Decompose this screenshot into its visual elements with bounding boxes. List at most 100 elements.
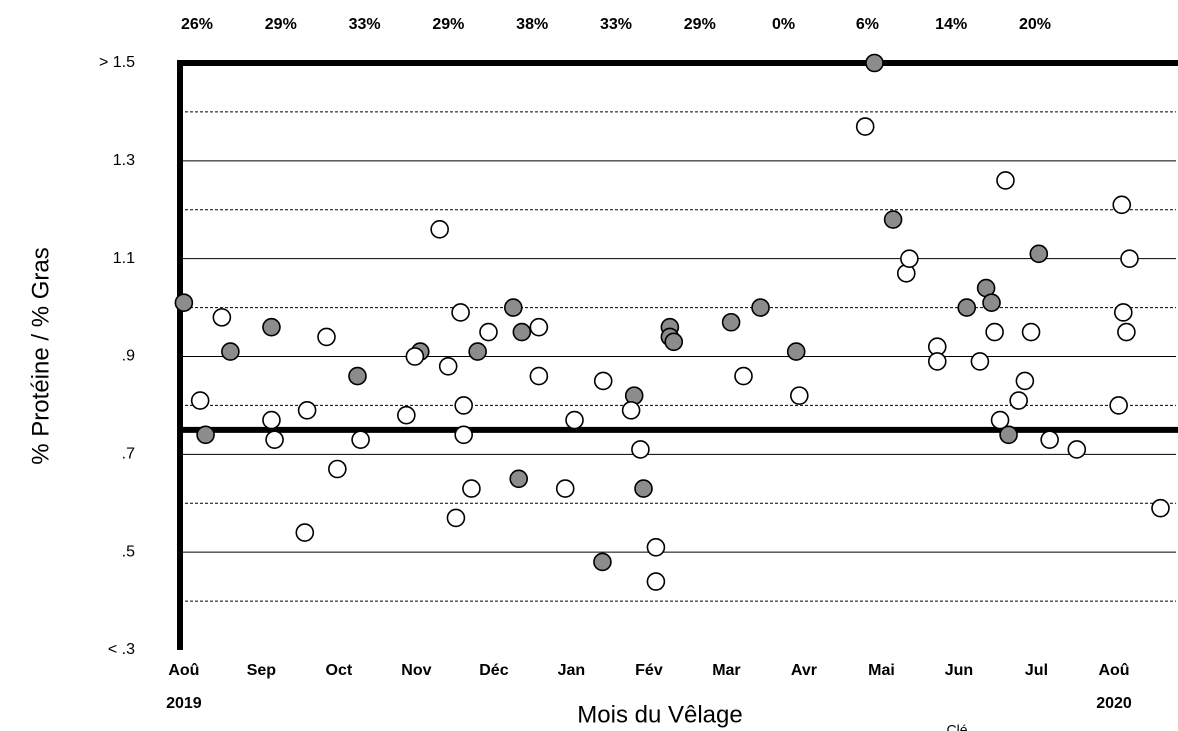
scatter-point — [634, 479, 653, 498]
y-tick-label: .9 — [122, 348, 135, 365]
top-percent-label: 26% — [181, 16, 213, 33]
scatter-point — [454, 396, 473, 415]
scatter-point — [1009, 391, 1028, 410]
scatter-point — [982, 293, 1001, 312]
scatter-point — [990, 410, 1010, 430]
scatter-point — [196, 425, 215, 445]
y-tick-label: < .3 — [108, 641, 135, 658]
scatter-point — [1021, 322, 1041, 342]
scatter-point — [265, 430, 284, 449]
y-axis-label: % Protéine / % Gras — [27, 247, 54, 464]
scatter-point — [462, 479, 481, 498]
x-tick-label: Nov — [401, 662, 431, 679]
scatter-point — [855, 117, 875, 136]
scatter-point — [865, 53, 884, 73]
scatter-point — [328, 459, 347, 479]
scatter-point — [1151, 498, 1170, 518]
x-axis-label: Mois du Vêlage — [577, 701, 742, 728]
scatter-point — [529, 317, 549, 337]
scatter-point — [1117, 322, 1136, 342]
scatter-point — [512, 322, 532, 342]
top-percent-label: 38% — [516, 16, 548, 33]
top-percent-label: 6% — [856, 16, 879, 33]
scatter-point — [348, 366, 367, 386]
scatter-point — [734, 366, 753, 386]
scatter-point — [1067, 440, 1087, 459]
scatter-point — [996, 171, 1015, 190]
scatter-point — [212, 308, 232, 327]
x-tick-label: Aoû — [168, 662, 199, 679]
scatter-point — [1029, 244, 1049, 264]
scatter-point — [451, 303, 470, 322]
top-percent-label: 0% — [772, 16, 795, 33]
scatter-point — [900, 249, 919, 268]
scatter-point — [503, 298, 523, 317]
x-tick-label: Jan — [558, 662, 586, 679]
top-percent-label: 20% — [1019, 16, 1051, 33]
scatter-point — [509, 469, 529, 489]
x-tick-label: Jun — [945, 662, 973, 679]
scatter-point — [555, 479, 575, 498]
scatter-point — [1015, 371, 1035, 391]
x-year-label: 2019 — [166, 695, 202, 712]
scatter-point — [1040, 430, 1059, 449]
scatter-point — [999, 425, 1018, 445]
scatter-point — [646, 537, 666, 557]
top-percent-label: 29% — [265, 16, 297, 33]
scatter-point — [479, 322, 498, 342]
scatter-point — [221, 342, 240, 361]
scatter-point — [786, 342, 806, 361]
scatter-point — [646, 572, 666, 591]
top-percent-label: 14% — [935, 16, 967, 33]
scatter-point — [295, 523, 315, 542]
scatter-point — [317, 327, 336, 347]
top-percent-label: 33% — [349, 16, 381, 33]
scatter-point — [1113, 303, 1133, 322]
scatter-point — [1109, 396, 1128, 415]
scatter-point — [631, 440, 650, 459]
scatter-point — [721, 312, 741, 332]
scatter-point — [262, 410, 281, 430]
x-tick-label: Aoû — [1098, 662, 1129, 679]
scatter-point — [1120, 249, 1139, 268]
top-percent-label: 33% — [600, 16, 632, 33]
scatter-point — [790, 386, 809, 405]
x-tick-label: Avr — [791, 662, 817, 679]
scatter-point — [985, 322, 1004, 342]
scatter-point — [565, 410, 584, 430]
cropped-text: Clé — [946, 722, 967, 731]
x-tick-label: Déc — [479, 662, 508, 679]
scatter-point — [405, 347, 425, 366]
scatter-point — [297, 401, 317, 420]
y-tick-label: .7 — [122, 446, 135, 463]
scatter-point — [621, 401, 641, 420]
scatter-point — [529, 366, 549, 386]
scatter-point — [927, 352, 947, 371]
scatter-point — [454, 425, 473, 445]
x-tick-label: Mar — [712, 662, 740, 679]
scatter-point — [1112, 195, 1132, 215]
scatter-point — [397, 405, 416, 425]
scatter-point — [593, 371, 613, 391]
scatter-point — [351, 430, 370, 449]
y-tick-label: .5 — [122, 543, 135, 560]
x-tick-label: Fév — [635, 662, 663, 679]
x-tick-label: Sep — [247, 662, 277, 679]
scatter-point — [593, 552, 612, 572]
scatter-point — [430, 220, 449, 239]
scatter-point — [664, 332, 684, 352]
scatter-point — [468, 342, 487, 361]
y-tick-label: > 1.5 — [99, 54, 135, 71]
x-tick-label: Mai — [868, 662, 895, 679]
x-tick-label: Oct — [326, 662, 353, 679]
scatter-point — [883, 210, 903, 229]
scatter-point — [438, 356, 458, 376]
top-percent-label: 29% — [432, 16, 464, 33]
y-tick-label: 1.3 — [113, 152, 135, 169]
y-tick-label: 1.1 — [113, 250, 135, 267]
scatter-point — [957, 298, 977, 317]
scatter-point — [751, 298, 770, 317]
x-tick-label: Jul — [1025, 662, 1048, 679]
